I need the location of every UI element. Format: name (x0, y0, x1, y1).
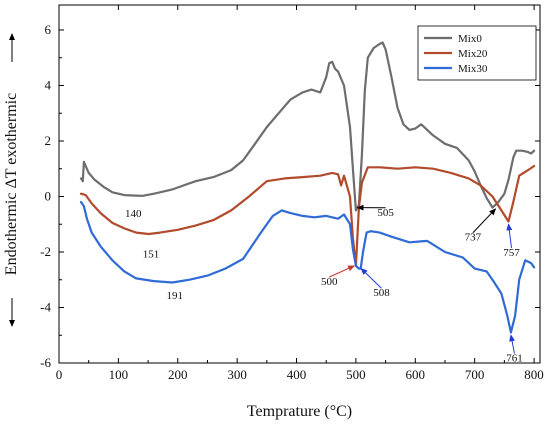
x-tick-label: 0 (56, 367, 63, 382)
annotation-label: 757 (503, 247, 520, 259)
annotation-label: 191 (167, 290, 184, 302)
x-tick-label: 400 (287, 367, 307, 382)
series-line-mix20 (79, 164, 536, 267)
y-tick-label: 2 (45, 133, 52, 148)
y-axis-title: Endothermic ΔT exothermic (3, 93, 20, 275)
y-tick-label: -4 (40, 299, 51, 314)
plot-border (58, 4, 541, 364)
y-tick-label: 4 (45, 77, 52, 92)
annotation-arrow (360, 267, 382, 289)
series-line-mix0 (79, 41, 536, 212)
annotation-label: 737 (465, 232, 482, 244)
legend: Mix0 Mix20 Mix30 (417, 25, 537, 81)
x-tick-label: 200 (168, 367, 188, 382)
x-tick-label: 100 (109, 367, 129, 382)
x-tick-label: 300 (227, 367, 247, 382)
annotation-arrow (509, 334, 515, 354)
y-tick-label: 6 (45, 22, 52, 37)
annotation-label: 505 (377, 207, 394, 219)
x-tick-label: 700 (465, 367, 485, 382)
annotation-label: 140 (125, 208, 142, 220)
annotation-label: 151 (143, 248, 160, 260)
y-axis: -6 -4 -2 0 2 4 6 (40, 22, 540, 370)
annotation-label: 500 (321, 276, 338, 288)
y-tick-label: -6 (40, 355, 51, 370)
plot-area (58, 4, 541, 364)
series-line-mix30 (79, 200, 536, 334)
x-axis-title: Temprature (°C) (247, 403, 352, 420)
x-tick-label: 600 (406, 367, 426, 382)
x-tick-label: 500 (346, 367, 366, 382)
x-axis: 0 100 200 300 400 500 600 700 800 (56, 5, 544, 382)
annotation-arrow (472, 208, 497, 234)
legend-label: Mix0 (458, 33, 482, 45)
annotation-label: 761 (506, 352, 523, 364)
series-layer (79, 41, 536, 334)
y-tick-label: 0 (45, 188, 52, 203)
annotation-arrow (328, 265, 356, 278)
legend-label: Mix30 (458, 63, 488, 75)
y-axis-title-group: Endothermic ΔT exothermic (3, 33, 20, 327)
y-tick-label: -2 (40, 244, 51, 259)
annotation-label: 508 (373, 287, 390, 299)
x-tick-label: 800 (524, 367, 544, 382)
annotation-arrow (506, 223, 513, 249)
legend-label: Mix20 (458, 48, 488, 60)
annotations: 140 151 191 505 500 508 737 757 761 (125, 204, 523, 364)
